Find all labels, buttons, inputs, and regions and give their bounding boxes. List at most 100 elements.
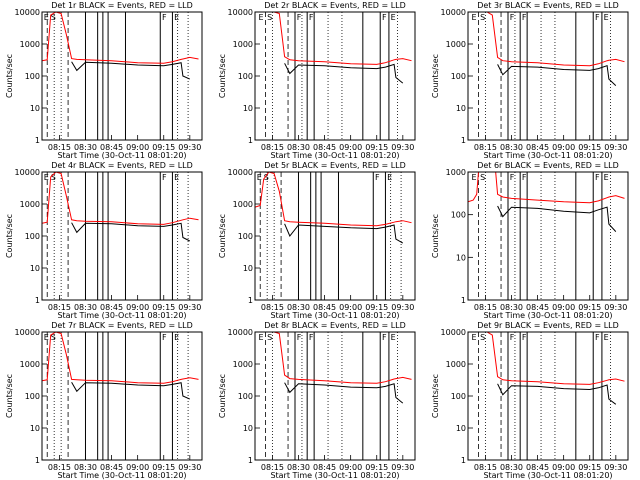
chart-title: Det 4r BLACK = Events, RED = LLD [51, 161, 193, 170]
x-tick-label: 08:15 [474, 463, 497, 472]
panel: Det 5r BLACK = Events, RED = LLD Start Ti… [218, 161, 416, 320]
flag-label: E [44, 333, 49, 342]
flag-label: E [258, 13, 263, 22]
flag-label: F [382, 333, 387, 342]
series-line [255, 332, 412, 384]
series-line [42, 12, 199, 64]
flag-label: E [391, 333, 396, 342]
y-axis-label: Counts/sec [218, 214, 227, 258]
y-tick-label: 100 [25, 232, 40, 241]
flag-label: S [267, 333, 272, 342]
flag-label: F [510, 333, 515, 342]
plot-frame [41, 11, 203, 141]
y-tick-label: 10 [30, 264, 40, 273]
series-line [468, 332, 625, 385]
x-tick-label: 08:30 [74, 463, 97, 472]
x-tick-label: 09:00 [339, 143, 362, 152]
x-axis-label: Start Time (30-Oct-11 08:01:20) [57, 151, 186, 160]
x-tick-label: 08:15 [48, 143, 71, 152]
plot-frame [467, 331, 629, 461]
y-axis-label: Counts/sec [431, 214, 440, 258]
x-tick-label: 09:00 [552, 463, 575, 472]
flag-label: S [480, 333, 485, 342]
flag-label: F [162, 333, 167, 342]
x-tick-label: 09:15 [578, 143, 601, 152]
y-tick-label: 100 [238, 72, 253, 81]
flag-label: E [391, 13, 396, 22]
x-tick-label: 09:15 [365, 143, 388, 152]
x-tick-label: 08:30 [500, 463, 523, 472]
x-axis-label: Start Time (30-Oct-11 08:01:20) [483, 311, 612, 320]
y-axis-label: Counts/sec [5, 374, 14, 418]
x-axis-label: Start Time (30-Oct-11 08:01:20) [57, 311, 186, 320]
y-tick-label: 1 [248, 296, 253, 305]
x-tick-label: 09:15 [365, 463, 388, 472]
y-axis-label: Counts/sec [431, 54, 440, 98]
series-line [255, 172, 412, 227]
x-tick-label: 09:00 [339, 303, 362, 312]
flag-label: S [480, 173, 485, 182]
plot-frame [41, 331, 203, 461]
series-line [497, 205, 617, 232]
panel: Det 7r BLACK = Events, RED = LLD Start Ti… [5, 321, 203, 480]
plot-frame [41, 171, 203, 301]
flag-label: F [162, 173, 167, 182]
x-axis-label: Start Time (30-Oct-11 08:01:20) [483, 471, 612, 480]
x-tick-label: 08:45 [100, 303, 123, 312]
flag-label: F [309, 333, 314, 342]
flag-label: S [51, 173, 56, 182]
flag-label: E [257, 173, 262, 182]
x-tick-label: 08:45 [526, 143, 549, 152]
y-tick-label: 10 [456, 104, 466, 113]
x-tick-label: 09:30 [391, 303, 414, 312]
x-tick-label: 09:30 [178, 303, 201, 312]
flag-label: E [44, 173, 49, 182]
flag-label: F [382, 13, 387, 22]
y-tick-label: 10 [30, 424, 40, 433]
x-tick-label: 09:00 [552, 143, 575, 152]
flag-label: F [595, 173, 600, 182]
y-tick-label: 10000 [15, 168, 40, 177]
y-tick-label: 100 [238, 232, 253, 241]
series-line [71, 222, 191, 242]
x-tick-label: 09:30 [178, 143, 201, 152]
plot-frame [254, 171, 416, 301]
flag-label: E [471, 173, 476, 182]
y-axis-label: Counts/sec [5, 214, 14, 258]
y-tick-label: 10000 [228, 328, 253, 337]
plot-frame [467, 11, 629, 141]
y-tick-label: 10 [456, 424, 466, 433]
x-axis-label: Start Time (30-Oct-11 08:01:20) [270, 311, 399, 320]
x-tick-label: 09:30 [391, 143, 414, 152]
flag-label: F [162, 13, 167, 22]
x-tick-label: 08:15 [474, 143, 497, 152]
x-tick-label: 09:00 [126, 143, 149, 152]
panel: Det 8r BLACK = Events, RED = LLD Start Ti… [218, 321, 416, 480]
y-tick-label: 1000 [233, 360, 253, 369]
x-tick-label: 09:15 [578, 303, 601, 312]
y-tick-label: 1000 [20, 40, 40, 49]
series-line [71, 61, 191, 80]
x-tick-label: 08:15 [48, 463, 71, 472]
y-tick-label: 10000 [15, 8, 40, 17]
chart-title: Det 8r BLACK = Events, RED = LLD [264, 321, 406, 330]
y-tick-label: 10000 [15, 328, 40, 337]
y-tick-label: 10000 [441, 328, 466, 337]
x-tick-label: 08:45 [313, 463, 336, 472]
chart-title: Det 9r BLACK = Events, RED = LLD [477, 321, 619, 330]
flag-label: F [522, 173, 527, 182]
y-tick-label: 1000 [20, 200, 40, 209]
panel: Det 6r BLACK = Events, RED = LLD Start Ti… [431, 161, 629, 320]
x-tick-label: 09:30 [178, 463, 201, 472]
flag-label: E [604, 173, 609, 182]
x-tick-label: 09:00 [126, 303, 149, 312]
y-axis-label: Counts/sec [218, 54, 227, 98]
x-tick-label: 09:30 [604, 463, 627, 472]
y-tick-label: 10 [243, 104, 253, 113]
y-tick-label: 1 [248, 136, 253, 145]
x-tick-label: 08:30 [287, 303, 310, 312]
x-tick-label: 08:30 [74, 143, 97, 152]
y-tick-label: 100 [451, 211, 466, 220]
x-tick-label: 09:15 [152, 463, 175, 472]
flag-label: E [44, 13, 49, 22]
